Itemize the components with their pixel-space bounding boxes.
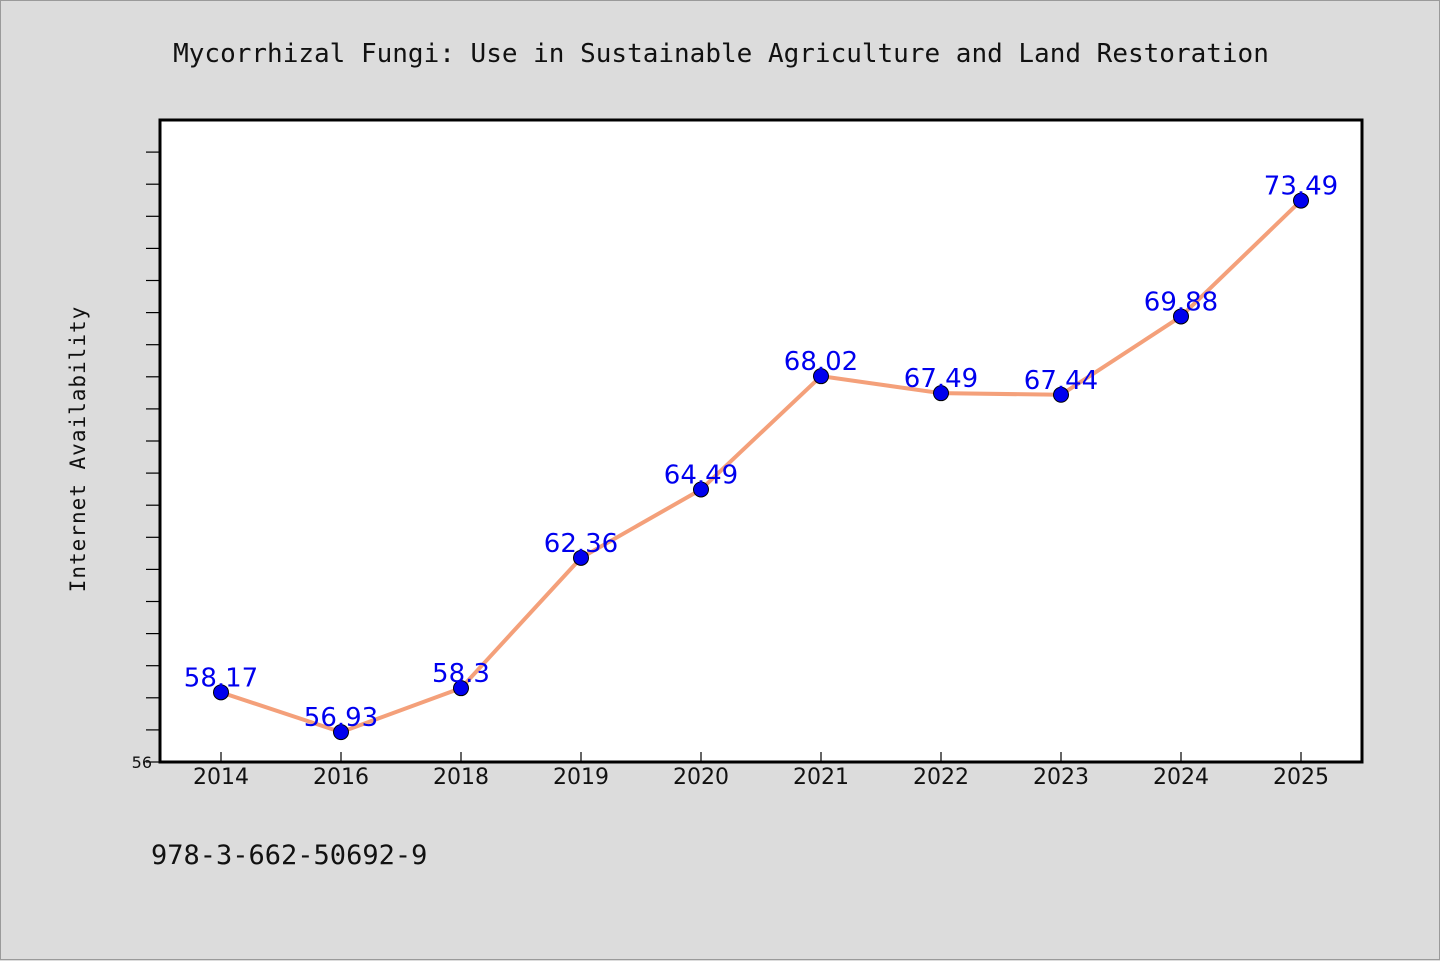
x-tick-label: 2022: [913, 765, 969, 790]
x-tick-label: 2019: [553, 765, 609, 790]
data-label: 64.49: [664, 460, 738, 490]
y-axis-label: Internet Availability: [66, 306, 90, 593]
x-tick-label: 2024: [1153, 765, 1209, 790]
data-labels: 58.17 56.93 58.3 62.36 64.49 68.02 67.49 67.44 6…: [184, 172, 1338, 734]
data-point: [573, 549, 589, 566]
x-axis-ticks: 2014 2016 2018 2019 2020 2021 2022 2023 2024 2025: [193, 752, 1329, 790]
data-label: 73.49: [1264, 172, 1338, 202]
data-label: 68.02: [784, 347, 858, 377]
data-markers: [213, 192, 1309, 741]
footer-code: 978-3-662-50692-9: [151, 840, 427, 871]
data-label: 69.88: [1144, 287, 1218, 317]
data-label: 67.49: [904, 364, 978, 394]
data-label: 62.36: [544, 529, 618, 559]
x-tick-label: 2014: [193, 765, 249, 790]
y-tick-label: 56: [132, 753, 152, 772]
chart-title: Mycorrhizal Fungi: Use in Sustainable Ag…: [173, 39, 1269, 69]
x-tick-label: 2016: [313, 765, 369, 790]
data-point: [213, 684, 229, 701]
data-point: [1293, 192, 1309, 209]
data-point: [1053, 386, 1069, 403]
data-point: [933, 385, 949, 402]
data-point: [813, 368, 829, 385]
plot-area: [158, 118, 1364, 764]
x-tick-label: 2023: [1033, 765, 1089, 790]
data-label: 67.44: [1024, 366, 1098, 396]
y-axis-ticks: 56: [132, 151, 160, 772]
x-tick-label: 2025: [1273, 765, 1329, 790]
data-label: 58.3: [432, 659, 490, 689]
data-label: 58.17: [184, 663, 258, 693]
data-label: 56.93: [304, 703, 378, 733]
series-line: [220, 199, 1303, 735]
data-point: [453, 680, 469, 697]
data-point: [1173, 308, 1189, 325]
data-point: [333, 724, 349, 741]
x-tick-label: 2021: [793, 765, 849, 790]
data-point: [693, 481, 709, 498]
x-tick-label: 2018: [433, 765, 489, 790]
x-tick-label: 2020: [673, 765, 729, 790]
